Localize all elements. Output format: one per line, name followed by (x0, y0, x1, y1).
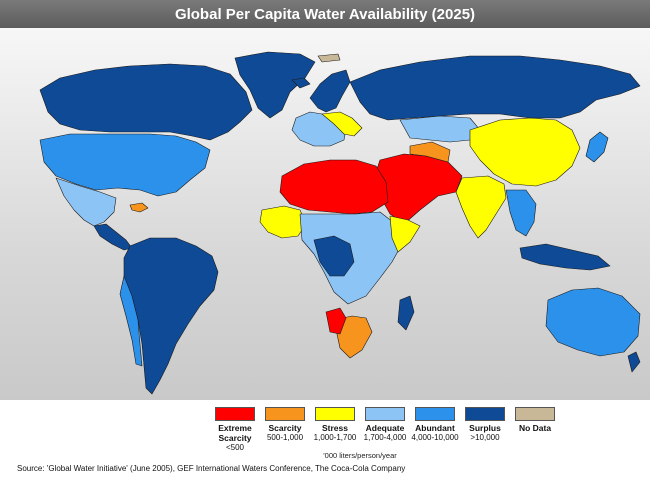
australia-region (545, 287, 641, 357)
southeast-asia-region (505, 189, 537, 237)
legend-item-extreme: Extreme Scarcity <500 (210, 407, 260, 453)
canada-region (39, 63, 253, 141)
legend-range-surplus: >10,000 (470, 433, 500, 442)
legend-item-stress: Stress 1,000-1,700 (310, 407, 360, 443)
legend-name-extreme: Extreme Scarcity (218, 423, 252, 443)
map-title: Global Per Capita Water Availability (20… (174, 5, 476, 23)
south-america-region (123, 237, 219, 395)
china-region (469, 117, 581, 187)
japan-region (585, 131, 609, 163)
legend-swatch-stress (315, 407, 355, 421)
madagascar-region (397, 295, 415, 331)
new-zealand-region (627, 351, 641, 373)
namibia-region (325, 307, 347, 335)
legend-range-abundant: 4,000-10,000 (411, 433, 459, 442)
legend-range-extreme: <500 (225, 443, 245, 452)
iceland-region (291, 77, 311, 89)
legend-item-surplus: Surplus >10,000 (460, 407, 510, 443)
legend-name-scarcity: Scarcity (268, 423, 302, 433)
iran-region (409, 141, 451, 163)
legend-range-scarcity: 500-1,000 (266, 433, 304, 442)
legend-swatch-abundant (415, 407, 455, 421)
usa-region (39, 133, 211, 197)
legend-item-nodata: No Data (510, 407, 560, 433)
legend-swatch-surplus (465, 407, 505, 421)
source-note: Source: 'Global Water Initiative' (June … (17, 464, 406, 473)
russia-region (349, 55, 641, 121)
southern-africa-region (333, 315, 373, 359)
legend-item-adequate: Adequate 1,700-4,000 (360, 407, 410, 443)
north-africa-region (279, 159, 389, 215)
legend-name-adequate: Adequate (365, 423, 405, 433)
caribbean-region (129, 202, 149, 213)
middle-east-region (373, 153, 463, 225)
legend-item-abundant: Abundant 4,000-10,000 (410, 407, 460, 443)
indonesia-region (519, 243, 611, 271)
legend-name-stress: Stress (322, 423, 348, 433)
legend-swatch-adequate (365, 407, 405, 421)
legend-name-surplus: Surplus (469, 423, 501, 433)
central-america-region (93, 223, 133, 251)
central-europe-region (321, 111, 363, 137)
map-area (0, 28, 650, 400)
nodata-region (317, 53, 341, 63)
legend-swatch-scarcity (265, 407, 305, 421)
congo-region (313, 235, 355, 277)
legend: Extreme Scarcity <500 Scarcity 500-1,000… (210, 407, 555, 457)
legend-range-adequate: 1,700-4,000 (363, 433, 407, 442)
south-america-west-region (119, 275, 143, 367)
legend-range-stress: 1,000-1,700 (313, 433, 357, 442)
legend-name-abundant: Abundant (415, 423, 455, 433)
world-map (39, 51, 641, 395)
title-bar: Global Per Capita Water Availability (20… (0, 0, 650, 28)
legend-swatch-extreme (215, 407, 255, 421)
india-region (455, 175, 507, 239)
legend-units: '000 liters/person/year (323, 451, 397, 460)
central-asia-region (399, 115, 481, 143)
greenland-region (234, 51, 316, 119)
legend-swatch-nodata (515, 407, 555, 421)
legend-item-scarcity: Scarcity 500-1,000 (260, 407, 310, 443)
legend-name-nodata: No Data (518, 423, 552, 433)
scandinavia-region (309, 69, 351, 113)
mexico-region (55, 177, 117, 227)
west-africa-region (259, 205, 307, 239)
horn-of-africa-region (389, 215, 421, 253)
